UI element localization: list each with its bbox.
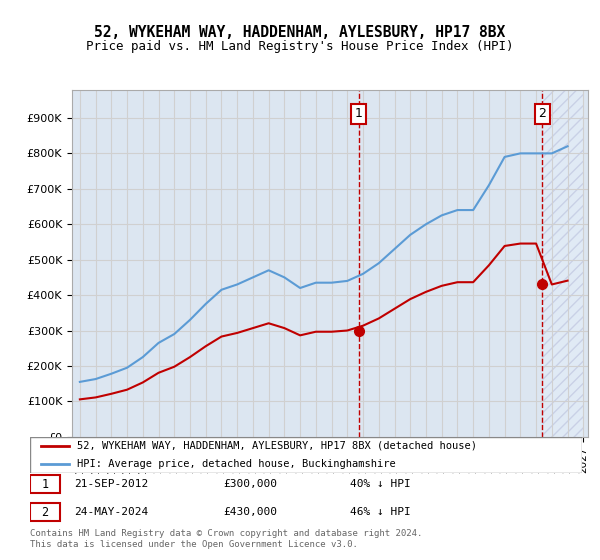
- Text: £430,000: £430,000: [223, 507, 277, 517]
- FancyBboxPatch shape: [30, 475, 61, 493]
- FancyBboxPatch shape: [30, 503, 61, 521]
- Text: 21-SEP-2012: 21-SEP-2012: [74, 479, 148, 489]
- Bar: [542, 90, 583, 437]
- Text: 24-MAY-2024: 24-MAY-2024: [74, 507, 148, 517]
- Text: HPI: Average price, detached house, Buckinghamshire: HPI: Average price, detached house, Buck…: [77, 459, 395, 469]
- Bar: [542, 90, 583, 437]
- Text: 2: 2: [41, 506, 49, 519]
- Text: 52, WYKEHAM WAY, HADDENHAM, AYLESBURY, HP17 8BX (detached house): 52, WYKEHAM WAY, HADDENHAM, AYLESBURY, H…: [77, 441, 477, 451]
- FancyBboxPatch shape: [30, 437, 582, 473]
- Text: 40% ↓ HPI: 40% ↓ HPI: [350, 479, 411, 489]
- Text: Price paid vs. HM Land Registry's House Price Index (HPI): Price paid vs. HM Land Registry's House …: [86, 40, 514, 53]
- Text: Contains HM Land Registry data © Crown copyright and database right 2024.
This d: Contains HM Land Registry data © Crown c…: [30, 529, 422, 549]
- Text: 2: 2: [538, 108, 546, 120]
- Text: 52, WYKEHAM WAY, HADDENHAM, AYLESBURY, HP17 8BX: 52, WYKEHAM WAY, HADDENHAM, AYLESBURY, H…: [94, 25, 506, 40]
- Text: 46% ↓ HPI: 46% ↓ HPI: [350, 507, 411, 517]
- Text: 1: 1: [355, 108, 362, 120]
- Text: £300,000: £300,000: [223, 479, 277, 489]
- Text: 1: 1: [41, 478, 49, 491]
